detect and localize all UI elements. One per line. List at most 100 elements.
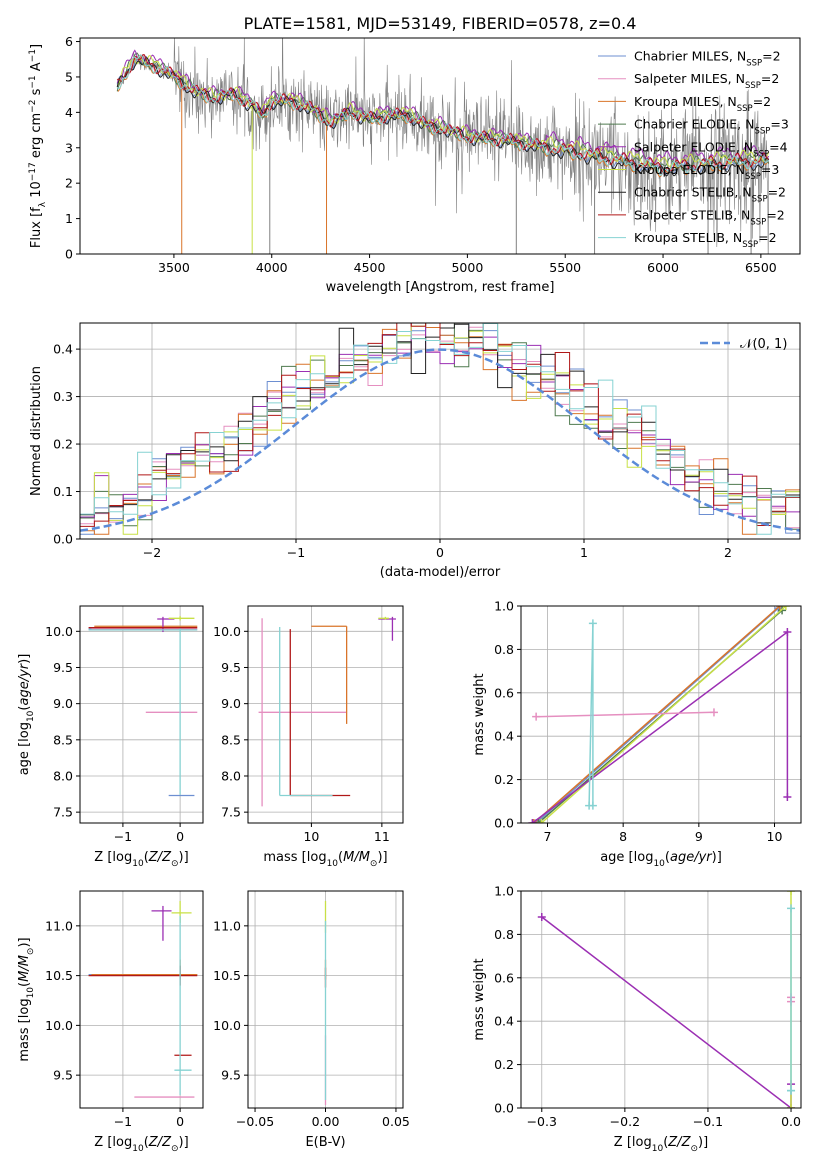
label-part: cm: [29, 113, 44, 133]
label-part: log: [634, 850, 654, 865]
label-part: ): [17, 659, 32, 664]
weight-marker: [537, 913, 546, 922]
label-part: wavelength [Angstrom, rest frame]: [326, 280, 555, 295]
y-axis-label: mass [log10(M/M⊙)]: [17, 937, 36, 1061]
weight-marker: [775, 606, 784, 610]
x-tick-label: 0.0: [781, 1114, 801, 1129]
legend-suffix: =2: [762, 49, 780, 64]
x-axis-label: age [log10(age/yr)]: [600, 850, 722, 869]
weight-marker: [787, 891, 796, 895]
label-part: s: [29, 88, 44, 95]
x-tick-label: 4500: [354, 260, 386, 275]
label-part: ⊙: [171, 1144, 179, 1154]
label-part: ]: [29, 44, 44, 49]
x-tick-label: 5500: [549, 260, 581, 275]
axes-frame: [79, 37, 801, 255]
x-tick-label: 11: [374, 829, 390, 844]
x-axis-label: mass [log10(M/M⊙)]: [263, 850, 387, 869]
label-part: M/M: [343, 850, 370, 865]
y-tick-label: 7.5: [53, 805, 73, 820]
x-tick-label: 2: [724, 545, 732, 560]
y-tick-label: 0: [65, 247, 73, 262]
y-tick-label: 0.0: [494, 1101, 514, 1116]
label-part: A: [29, 62, 44, 71]
x-tick-label: 0: [176, 1114, 184, 1129]
y-tick-label: 8.5: [53, 732, 73, 747]
weight-marker: [783, 792, 792, 801]
plots-layer: 3500 4000 4500 5000 5500 6000 6500 0 1 2 3 4 5 6 wavel…: [17, 34, 802, 1154]
label-part: ]: [717, 850, 722, 865]
legend-label: Salpeter ELODIE, N: [634, 139, 753, 154]
label-part: ]: [184, 850, 189, 865]
label-part: (: [144, 850, 149, 865]
y-tick-label: 8.0: [53, 768, 73, 783]
label-part: log: [307, 850, 327, 865]
y-tick-label: 10.0: [45, 1018, 73, 1033]
legend-label: Salpeter MILES, N: [634, 71, 745, 86]
legend-sub: SSP: [752, 195, 768, 205]
legend-suffix: =3: [761, 162, 779, 177]
y-tick-label: 0.8: [494, 642, 514, 657]
label-part: age/yr: [670, 850, 713, 865]
label-part: mass weight: [472, 673, 487, 755]
axes-frame: [520, 605, 802, 824]
y-tick-label: 0.2: [53, 437, 73, 452]
legend-suffix: =2: [768, 185, 786, 200]
weight-series: [536, 711, 715, 718]
label-part: ): [698, 1135, 703, 1150]
frame-residuals: −2 −1 0 1 2 0.0 0.1 0.2 0.3 0.4 (data-model)/error…: [29, 322, 801, 580]
legend-suffix: =4: [769, 139, 787, 154]
legend-suffix: =2: [766, 207, 784, 222]
legend-label: Chabrier ELODIE, N: [634, 117, 754, 132]
legend-sub: SSP: [753, 149, 769, 159]
x-tick-label: −0.05: [236, 1114, 274, 1129]
model-spectrum-8: [116, 54, 769, 177]
y-tick-label: 8.0: [221, 768, 241, 783]
y-tick-label: 1: [65, 211, 73, 226]
label-part: log: [17, 722, 32, 742]
y-tick-label: 9.0: [221, 696, 241, 711]
label-part: (: [663, 1135, 668, 1150]
label-part: ]: [703, 1135, 708, 1150]
weight-marker: [529, 819, 538, 823]
label-part: ): [179, 850, 184, 865]
plot-area-age-vs-Z: [88, 616, 198, 797]
legend-entry: Chabrier ELODIE, NSSP=3: [634, 117, 789, 137]
label-part: Z [: [614, 1135, 632, 1150]
label-part: (: [144, 1135, 149, 1150]
legend-label: Kroupa ELODIE, N: [634, 162, 745, 177]
label-part: 10: [132, 1144, 144, 1154]
label-part: E(B-V): [305, 1135, 345, 1150]
weight-marker: [588, 801, 597, 810]
normal-reference-curve: [80, 348, 800, 532]
label-part: Flux [: [29, 212, 44, 248]
y-tick-label: 11.0: [213, 918, 241, 933]
label-part: 10: [26, 710, 36, 722]
axes-frame: [520, 890, 802, 1109]
x-axis-label: E(B-V): [305, 1135, 345, 1150]
label-part: log: [112, 1135, 132, 1150]
y-tick-label: 10.5: [213, 968, 241, 983]
legend-label: Kroupa MILES, N: [634, 94, 737, 109]
plot-area-spectrum: [116, 38, 770, 254]
legend-label: Chabrier MILES, N: [634, 49, 746, 64]
axes-mass-vs-EBV: −0.05 0.00 0.05 9.5 10.0 10.5 11.0 E(B-V): [213, 890, 410, 1150]
y-tick-label: 1.0: [494, 884, 514, 899]
y-tick-label: 0.0: [53, 532, 73, 547]
x-tick-label: 9: [695, 829, 703, 844]
label-part: ]: [17, 654, 32, 659]
legend-sub: SSP: [746, 59, 762, 69]
legend-suffix: =2: [753, 94, 771, 109]
weight-series: [533, 606, 781, 823]
x-axis-label: Z [log10(Z/Z⊙)]: [614, 1135, 708, 1154]
y-tick-label: 0.6: [494, 685, 514, 700]
x-tick-label: 10: [767, 829, 783, 844]
label-part: −1: [28, 75, 38, 88]
legend-sub: SSP: [745, 81, 761, 91]
weight-marker: [781, 606, 790, 610]
x-tick-label: 6500: [745, 260, 777, 275]
x-tick-label: 3500: [158, 260, 190, 275]
x-axis-label: Z [log10(Z/Z⊙)]: [94, 1135, 188, 1154]
